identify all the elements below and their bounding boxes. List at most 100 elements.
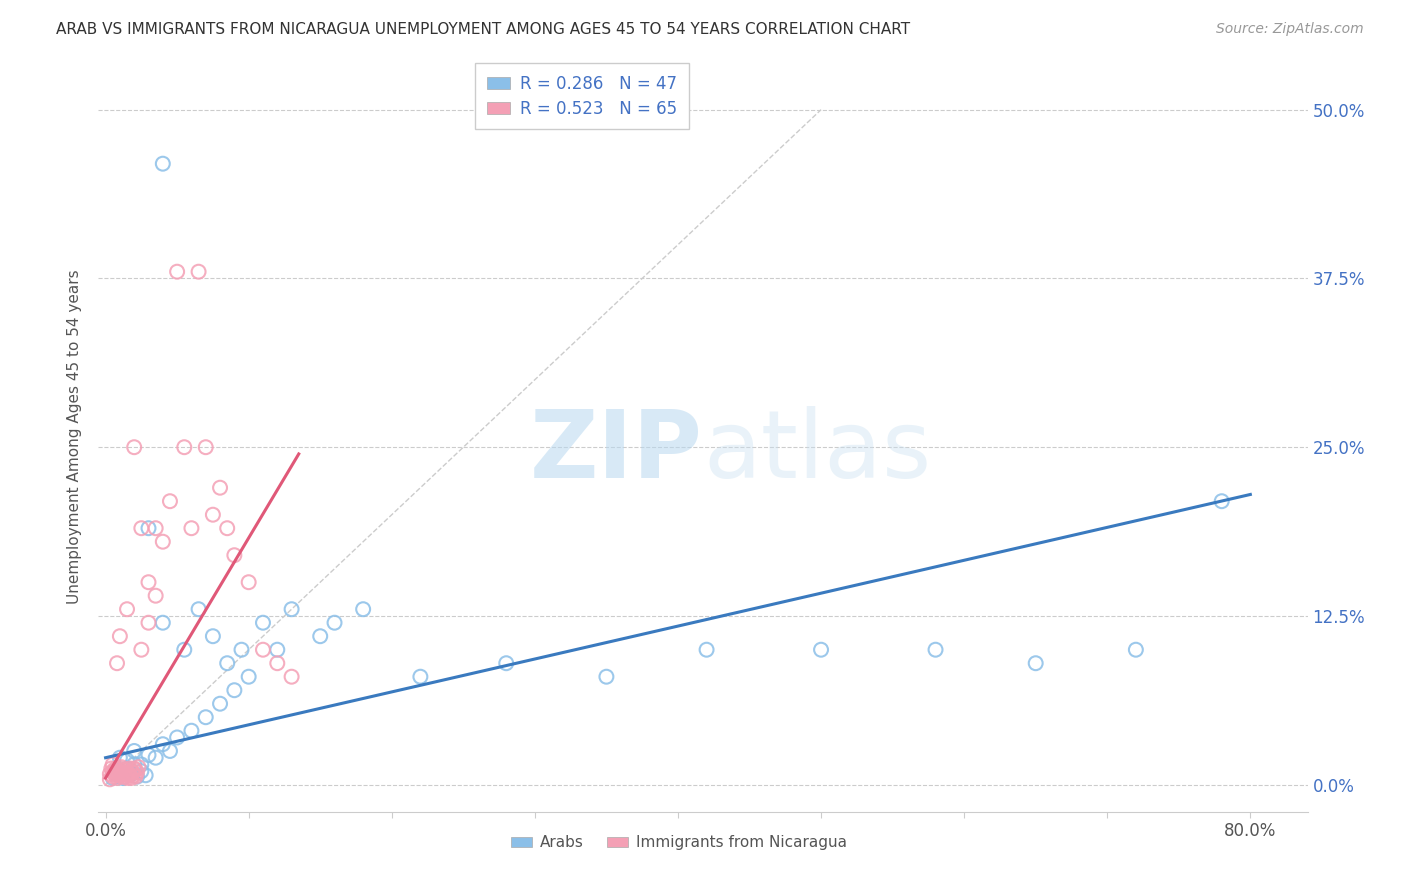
Point bbox=[118, 768, 141, 782]
Point bbox=[124, 763, 146, 777]
Point bbox=[138, 747, 160, 762]
Point bbox=[118, 762, 141, 776]
Y-axis label: Unemployment Among Ages 45 to 54 years: Unemployment Among Ages 45 to 54 years bbox=[67, 269, 83, 605]
Point bbox=[266, 657, 288, 671]
Point bbox=[131, 764, 153, 779]
Point bbox=[107, 765, 129, 780]
Point bbox=[1025, 657, 1047, 671]
Point bbox=[194, 440, 217, 454]
Point bbox=[108, 764, 131, 779]
Point bbox=[108, 629, 131, 643]
Point bbox=[145, 750, 167, 764]
Point bbox=[108, 768, 131, 782]
Point bbox=[309, 629, 332, 643]
Point bbox=[266, 642, 288, 657]
Point bbox=[105, 767, 128, 781]
Point bbox=[323, 615, 346, 630]
Point bbox=[122, 762, 145, 776]
Point bbox=[104, 762, 127, 776]
Point bbox=[103, 764, 125, 779]
Point bbox=[120, 771, 142, 785]
Point bbox=[201, 508, 224, 522]
Point bbox=[280, 602, 302, 616]
Point bbox=[138, 521, 160, 535]
Point bbox=[224, 548, 246, 562]
Text: atlas: atlas bbox=[703, 406, 931, 498]
Point bbox=[595, 670, 617, 684]
Point bbox=[201, 629, 224, 643]
Point bbox=[111, 765, 134, 780]
Point bbox=[152, 615, 174, 630]
Text: ZIP: ZIP bbox=[530, 406, 703, 498]
Point bbox=[115, 767, 138, 781]
Point bbox=[122, 440, 145, 454]
Point bbox=[252, 615, 274, 630]
Point bbox=[122, 757, 145, 772]
Point bbox=[495, 657, 517, 671]
Point bbox=[173, 642, 195, 657]
Point bbox=[104, 768, 127, 782]
Point bbox=[101, 764, 124, 779]
Point bbox=[159, 494, 181, 508]
Point bbox=[145, 521, 167, 535]
Point bbox=[127, 760, 149, 774]
Point bbox=[110, 770, 132, 784]
Point bbox=[1125, 642, 1147, 657]
Point bbox=[187, 602, 209, 616]
Point bbox=[145, 589, 167, 603]
Point bbox=[696, 642, 718, 657]
Point bbox=[101, 770, 124, 784]
Point bbox=[105, 657, 128, 671]
Point bbox=[173, 440, 195, 454]
Point bbox=[152, 737, 174, 751]
Point bbox=[115, 602, 138, 616]
Point bbox=[138, 575, 160, 590]
Point bbox=[122, 744, 145, 758]
Point bbox=[111, 771, 134, 785]
Text: ARAB VS IMMIGRANTS FROM NICARAGUA UNEMPLOYMENT AMONG AGES 45 TO 54 YEARS CORRELA: ARAB VS IMMIGRANTS FROM NICARAGUA UNEMPL… bbox=[56, 22, 910, 37]
Point bbox=[108, 762, 131, 776]
Point bbox=[108, 750, 131, 764]
Point bbox=[152, 157, 174, 171]
Point bbox=[209, 697, 232, 711]
Point bbox=[159, 744, 181, 758]
Point bbox=[115, 771, 138, 785]
Point bbox=[131, 521, 153, 535]
Point bbox=[280, 670, 302, 684]
Point bbox=[117, 767, 139, 781]
Point bbox=[112, 767, 135, 781]
Point bbox=[100, 762, 122, 776]
Point bbox=[120, 767, 142, 781]
Point bbox=[166, 265, 188, 279]
Point bbox=[101, 771, 124, 785]
Point bbox=[1211, 494, 1233, 508]
Point bbox=[409, 670, 432, 684]
Point bbox=[131, 642, 153, 657]
Point bbox=[217, 521, 239, 535]
Point bbox=[209, 481, 232, 495]
Point bbox=[114, 763, 136, 777]
Point bbox=[98, 772, 121, 787]
Point bbox=[98, 767, 121, 781]
Point bbox=[224, 683, 246, 698]
Point bbox=[115, 762, 138, 776]
Point bbox=[112, 763, 135, 777]
Point bbox=[105, 771, 128, 785]
Point bbox=[114, 770, 136, 784]
Point bbox=[924, 642, 946, 657]
Point bbox=[131, 757, 153, 772]
Point bbox=[810, 642, 832, 657]
Point bbox=[125, 765, 148, 780]
Point bbox=[252, 642, 274, 657]
Point bbox=[120, 764, 142, 779]
Point bbox=[117, 767, 139, 781]
Text: Source: ZipAtlas.com: Source: ZipAtlas.com bbox=[1216, 22, 1364, 37]
Point bbox=[166, 731, 188, 745]
Point bbox=[103, 767, 125, 781]
Point bbox=[194, 710, 217, 724]
Point bbox=[138, 615, 160, 630]
Point bbox=[107, 764, 129, 779]
Point bbox=[152, 534, 174, 549]
Point bbox=[180, 521, 202, 535]
Point bbox=[180, 723, 202, 738]
